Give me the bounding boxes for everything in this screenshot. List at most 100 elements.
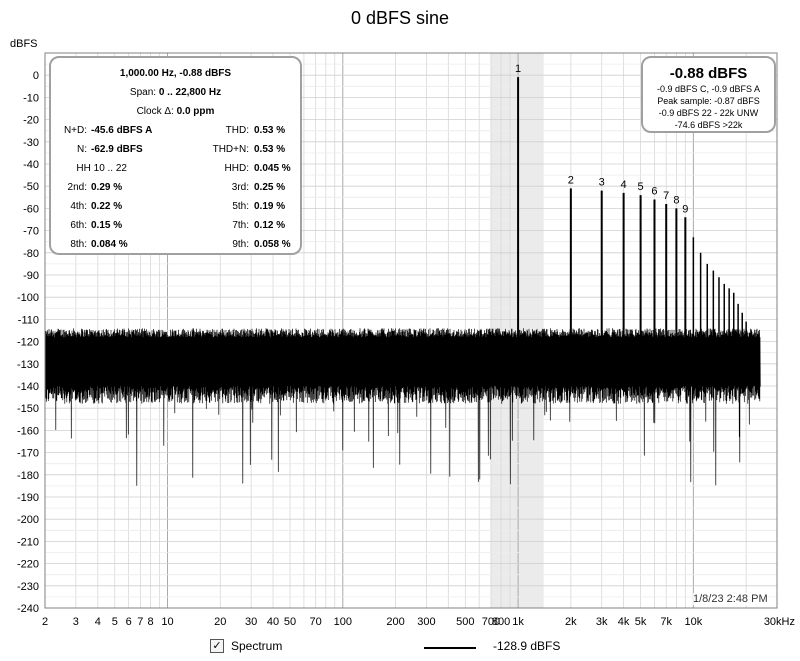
- clock-label: Clock Δ:: [136, 106, 174, 117]
- harmonic-label-5: 5: [638, 181, 644, 193]
- peak-line-1: -0.9 dBFS C, -0.9 dBFS A: [656, 84, 761, 94]
- plot-frame: [44, 52, 778, 609]
- peak-line-4: -74.6 dBFS >22k: [674, 120, 743, 130]
- thdn-value: 0.53 %: [254, 144, 286, 155]
- y-tick-label: -190: [17, 492, 39, 504]
- h5-value: 0.19 %: [254, 201, 286, 212]
- x-tick-label: 10: [161, 616, 173, 628]
- spectrum-checkbox[interactable]: ✓: [210, 639, 224, 653]
- y-tick-label: -170: [17, 448, 39, 460]
- x-tick-label: 5k: [635, 616, 647, 628]
- stats-clock-row: Clock Δ: 0.0 ppm: [57, 102, 294, 121]
- x-tick-label: 6: [126, 616, 132, 628]
- x-tick-label: 7k: [660, 616, 672, 628]
- stats-row-hh: HH 10 .. 22 HHD: 0.045 %: [57, 159, 294, 178]
- h8-value: 0.084 %: [91, 239, 128, 250]
- harmonic-label-3: 3: [599, 177, 605, 189]
- h2-label: 2nd:: [67, 182, 87, 193]
- h9-value: 0.058 %: [254, 239, 291, 250]
- x-tick-label: 2k: [565, 616, 577, 628]
- legend-line-swatch: [424, 647, 476, 649]
- spectrum-legend-label[interactable]: Spectrum: [231, 639, 283, 653]
- y-tick-label: -200: [17, 514, 39, 526]
- peak-line-3: -0.9 dBFS 22 - 22k UNW: [658, 108, 759, 118]
- y-tick-label: -70: [23, 226, 39, 238]
- h7-label: 7th:: [232, 220, 249, 231]
- y-tick-label: -120: [17, 337, 39, 349]
- h7-value: 0.12 %: [254, 220, 286, 231]
- stats-span-row: Span: 0 .. 22,800 Hz: [57, 83, 294, 102]
- chart-title: 0 dBFS sine: [350, 8, 450, 28]
- x-tick-label: 30: [245, 616, 257, 628]
- y-tick-label: -160: [17, 425, 39, 437]
- x-tick-label: 700: [482, 616, 500, 628]
- span-value: 0 .. 22,800 Hz: [158, 87, 222, 98]
- harmonic-label-7: 7: [663, 190, 669, 202]
- x-tick-label: 30kHz: [764, 616, 795, 628]
- peak-line-2: Peak sample: -0.87 dBFS: [657, 96, 760, 106]
- y-tick-label: -50: [23, 181, 39, 193]
- nd-label: N+D:: [63, 125, 87, 136]
- stats-row-h6: 6th: 0.15 % 7th: 0.12 %: [57, 216, 294, 235]
- y-tick-label: -210: [17, 536, 39, 548]
- hh-label: HH 10 .. 22: [76, 163, 127, 174]
- y-tick-label: -90: [23, 270, 39, 282]
- h3-label: 3rd:: [231, 182, 249, 193]
- h9-label: 9th:: [232, 239, 249, 250]
- h5-label: 5th:: [232, 201, 249, 212]
- thdn-label: THD+N:: [212, 144, 249, 155]
- y-tick-label: -150: [17, 403, 39, 415]
- h6-label: 6th:: [70, 220, 87, 231]
- stats-row-h2: 2nd: 0.29 % 3rd: 0.25 %: [57, 178, 294, 197]
- y-tick-label: -140: [17, 381, 39, 393]
- stats-row-nd: N+D: -45.6 dBFS A THD: 0.53 %: [57, 121, 294, 140]
- thd-value: 0.53 %: [254, 125, 286, 136]
- harmonic-label-1: 1: [515, 63, 521, 75]
- span-label: Span:: [129, 87, 157, 98]
- clock-value: 0.0 ppm: [176, 106, 215, 117]
- x-tick-label: 800: [492, 616, 510, 628]
- x-tick-label: 3k: [596, 616, 608, 628]
- x-tick-label: 7: [137, 616, 143, 628]
- x-tick-label: 4k: [618, 616, 630, 628]
- stats-header: 1,000.00 Hz, -0.88 dBFS: [57, 64, 294, 83]
- y-tick-label: -110: [18, 314, 39, 326]
- nd-value: -45.6 dBFS A: [91, 125, 153, 136]
- x-tick-label: 100: [334, 616, 352, 628]
- x-tick-label: 8: [147, 616, 153, 628]
- y-tick-label: -10: [23, 92, 39, 104]
- h3-value: 0.25 %: [254, 182, 286, 193]
- y-tick-label: -30: [23, 137, 39, 149]
- y-tick-label: -20: [23, 115, 39, 127]
- x-tick-label: 3: [73, 616, 79, 628]
- x-tick-label: 200: [386, 616, 404, 628]
- y-tick-label: -80: [23, 248, 39, 260]
- harmonic-label-6: 6: [651, 186, 657, 198]
- x-tick-label: 300: [417, 616, 435, 628]
- y-tick-label: 0: [33, 70, 39, 82]
- y-tick-label: -220: [17, 559, 39, 571]
- x-tick-label: 500: [456, 616, 474, 628]
- x-tick-label: 40: [267, 616, 279, 628]
- y-tick-label: -100: [17, 292, 39, 304]
- x-tick-label: 2: [42, 616, 48, 628]
- peak-main-value: -0.88 dBFS: [669, 65, 748, 82]
- h2-value: 0.29 %: [91, 182, 123, 193]
- harmonic-label-9: 9: [682, 203, 688, 215]
- peak-panel[interactable]: -0.88 dBFS -0.9 dBFS C, -0.9 dBFS A Peak…: [641, 56, 776, 133]
- harmonic-label-2: 2: [568, 174, 574, 186]
- x-tick-label: 4: [95, 616, 101, 628]
- stats-panel[interactable]: 1,000.00 Hz, -0.88 dBFS Span: 0 .. 22,80…: [49, 56, 302, 255]
- stats-row-n: N: -62.9 dBFS THD+N: 0.53 %: [57, 140, 294, 159]
- stats-row-h8: 8th: 0.084 % 9th: 0.058 %: [57, 235, 294, 254]
- h4-value: 0.22 %: [91, 201, 123, 212]
- h4-label: 4th:: [70, 201, 87, 212]
- y-tick-label: -240: [17, 603, 39, 615]
- n-label: N:: [77, 144, 87, 155]
- harmonic-label-4: 4: [621, 179, 627, 191]
- x-tick-label: 70: [310, 616, 322, 628]
- y-tick-label: -130: [17, 359, 39, 371]
- y-tick-label: -60: [23, 203, 39, 215]
- cursor-value: -128.9 dBFS: [493, 639, 561, 653]
- x-tick-label: 10k: [684, 616, 702, 628]
